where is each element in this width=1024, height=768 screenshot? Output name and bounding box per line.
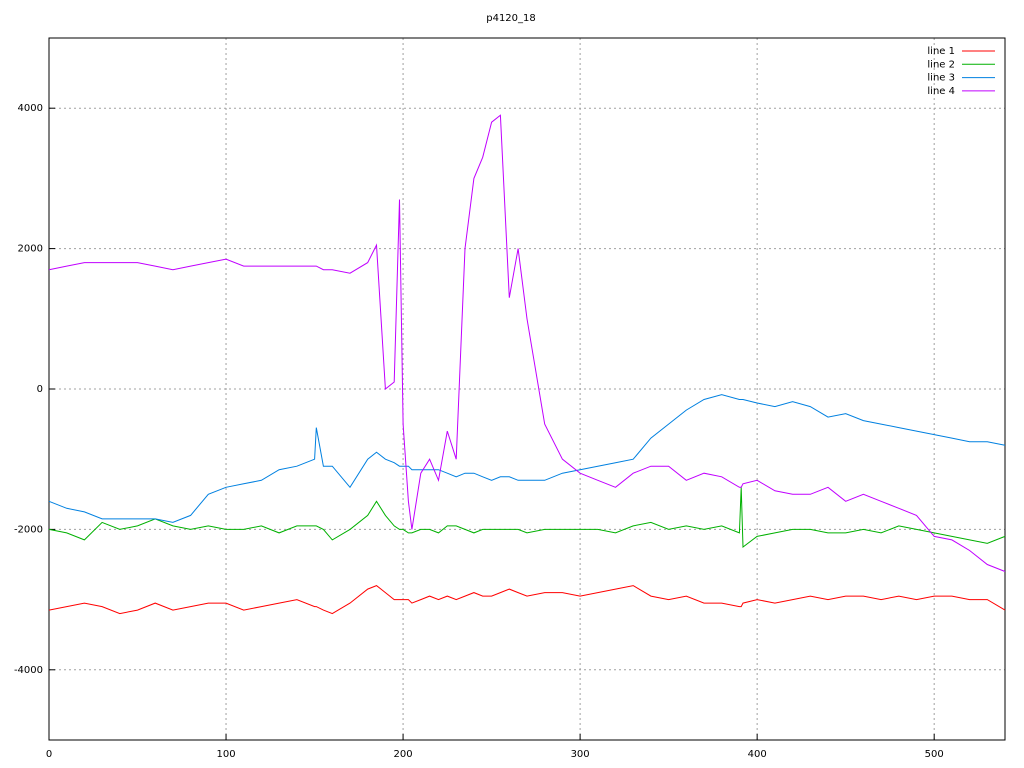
x-tick-label: 300 bbox=[571, 749, 590, 760]
legend-label: line 1 bbox=[927, 46, 955, 57]
series-line bbox=[48, 487, 1006, 548]
y-tick-label: 4000 bbox=[18, 103, 43, 114]
x-tick-label: 0 bbox=[46, 749, 52, 760]
legend-label: line 2 bbox=[927, 59, 955, 70]
y-tick-label: -4000 bbox=[14, 665, 43, 676]
x-tick-label: 100 bbox=[216, 749, 235, 760]
y-tick-label: 2000 bbox=[18, 244, 43, 255]
chart-title: p4120_18 bbox=[486, 13, 536, 24]
series-line bbox=[48, 585, 1006, 615]
plot-border bbox=[48, 37, 1006, 741]
series-line bbox=[48, 114, 1006, 572]
y-tick-label: 0 bbox=[37, 384, 43, 395]
series-line bbox=[48, 394, 1006, 523]
x-tick-label: 500 bbox=[925, 749, 944, 760]
legend-label: line 4 bbox=[927, 86, 955, 97]
x-tick-label: 200 bbox=[394, 749, 413, 760]
y-tick-label: -2000 bbox=[14, 524, 43, 535]
legend-label: line 3 bbox=[927, 73, 955, 84]
x-tick-label: 400 bbox=[748, 749, 767, 760]
